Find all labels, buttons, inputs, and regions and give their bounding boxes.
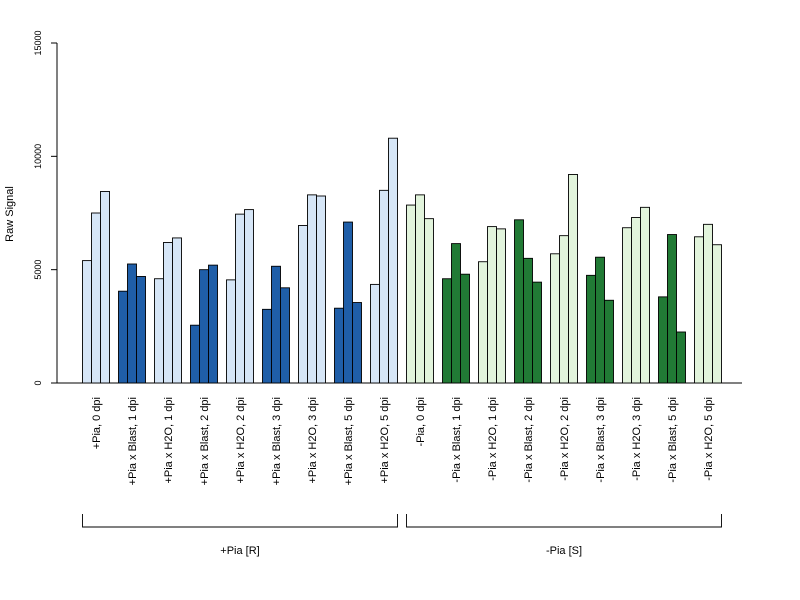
x-tick-label: +Pia, 0 dpi [91,397,103,449]
x-tick-label: +Pia x H2O, 5 dpi [379,397,391,484]
bar [640,206,650,384]
bar [424,218,434,384]
bar [388,137,398,384]
bar [235,213,245,384]
x-tick-label: +Pia x Blast, 5 dpi [343,397,355,485]
y-tick-label: 0 [33,380,43,385]
x-tick-label: -Pia x H2O, 1 dpi [487,397,499,481]
bar [226,279,236,384]
bar [460,273,470,384]
bar [163,242,173,384]
x-tick-label: -Pia x Blast, 5 dpi [667,397,679,483]
bar [298,225,308,384]
bar [379,189,389,384]
x-tick-label: -Pia x H2O, 3 dpi [631,397,643,481]
x-tick-label: +Pia x H2O, 2 dpi [235,397,247,484]
bar [118,290,128,384]
bar [568,174,578,384]
bar [496,228,506,384]
x-tick-label: -Pia x Blast, 3 dpi [595,397,607,483]
bar [694,236,704,384]
bar [604,299,614,384]
bar [370,283,380,384]
bar [334,307,344,384]
bar [622,227,632,384]
bar [658,296,668,384]
bar [307,194,317,384]
bar [415,194,425,384]
bar [100,191,110,384]
bar [442,278,452,384]
bar [406,204,416,384]
x-tick-label: +Pia x Blast, 1 dpi [127,397,139,485]
bar [550,253,560,384]
bar [532,281,542,384]
bar [208,264,218,384]
x-tick-label: +Pia x H2O, 3 dpi [307,397,319,484]
bar [523,257,533,384]
x-tick-label: -Pia, 0 dpi [415,397,427,447]
bar [478,261,488,384]
bar [712,244,722,384]
bar [190,324,200,384]
group-brackets: +Pia [R] -Pia [S] [82,514,722,557]
y-tick-label: 10000 [33,144,43,169]
x-tick-label: -Pia x Blast, 1 dpi [451,397,463,483]
bar [91,212,101,384]
bar [559,235,569,384]
bar [343,221,353,384]
bar [199,269,209,384]
y-axis-label: Raw Signal [4,186,16,242]
bar [451,243,461,384]
bars [82,137,722,384]
bar [262,308,272,384]
group-label: +Pia [R] [220,545,259,557]
bar [631,217,641,384]
bar [82,260,92,384]
x-tick-labels: +Pia, 0 dpi +Pia x Blast, 1 dpi +Pia x H2O… [91,397,715,485]
bar [316,195,326,384]
y-axis-ticks: 0 5000 10000 15000 [33,30,57,386]
x-tick-label: +Pia x H2O, 1 dpi [163,397,175,484]
bar [271,265,281,384]
group-label: -Pia [S] [546,545,582,557]
x-tick-label: -Pia x Blast, 2 dpi [523,397,535,483]
group-bracket [406,514,722,528]
bar [127,263,137,384]
x-tick-label: +Pia x Blast, 2 dpi [199,397,211,485]
bar [244,209,254,384]
bar [703,223,713,384]
bar [487,226,497,384]
bar [280,287,290,384]
y-tick-label: 5000 [33,260,43,280]
bar [352,302,362,384]
x-tick-label: +Pia x Blast, 3 dpi [271,397,283,485]
bar [514,219,524,384]
x-tick-label: -Pia x H2O, 2 dpi [559,397,571,481]
bar [676,331,686,384]
x-tick-label: -Pia x H2O, 5 dpi [703,397,715,481]
bar [154,278,164,384]
y-tick-label: 15000 [33,30,43,55]
bar [136,276,146,384]
bar [667,234,677,384]
bar [172,237,182,384]
bar [586,274,596,384]
group-bracket [82,514,398,528]
bar [595,256,605,384]
